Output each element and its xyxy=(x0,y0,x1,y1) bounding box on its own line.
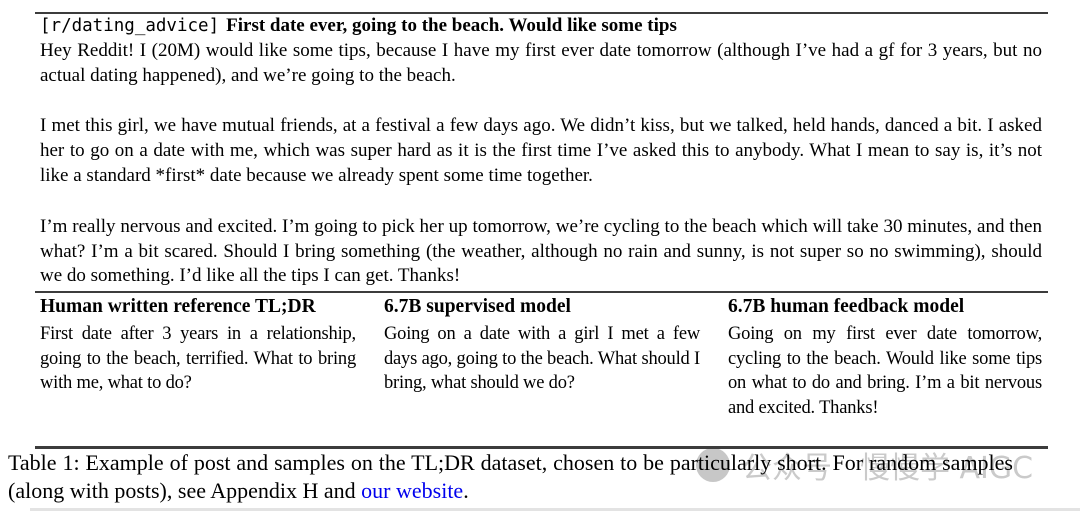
cutoff-content-strip xyxy=(30,508,1080,511)
caption-text-after: . xyxy=(463,478,469,503)
post-title: [r/dating_advice] First date ever, going … xyxy=(40,14,1042,39)
supervised-model-header: 6.7B supervised model xyxy=(384,296,571,317)
our-website-link[interactable]: our website xyxy=(361,478,464,503)
supervised-model-column: 6.7B supervised model Going on a date wi… xyxy=(384,294,700,396)
subreddit-tag: [r/dating_advice] xyxy=(40,16,220,36)
post-title-text: First date ever, going to the beach. Wou… xyxy=(226,15,677,36)
reference-tldr-column: Human written reference TL;DR First date… xyxy=(40,294,356,396)
reference-tldr-header: Human written reference TL;DR xyxy=(40,296,316,317)
feedback-model-column: 6.7B human feedback model Going on my fi… xyxy=(728,294,1042,420)
table-caption: Table 1: Example of post and samples on … xyxy=(8,449,1013,505)
watermark: 公众号 慢慢学 AIGC xyxy=(696,443,1033,487)
watermark-text-cjk: 公众号 xyxy=(742,451,832,486)
reddit-post: [r/dating_advice] First date ever, going … xyxy=(40,14,1042,289)
post-paragraph-3: I’m really nervous and excited. I’m goin… xyxy=(40,215,1042,287)
table-top-rule xyxy=(35,12,1048,15)
supervised-model-summary: Going on a date with a girl I met a few … xyxy=(384,324,700,394)
reference-tldr-summary: First date after 3 years in a relation­s… xyxy=(40,324,356,394)
feedback-model-summary: Going on my first ever date tomor­row, c… xyxy=(728,324,1042,418)
watermark-logo-icon xyxy=(696,448,730,482)
post-paragraph-1: Hey Reddit! I (20M) would like some tips… xyxy=(40,39,1042,86)
table-mid-rule xyxy=(35,291,1048,293)
post-paragraph-2: I met this girl, we have mutual friends,… xyxy=(40,115,1042,186)
watermark-text-brand: 慢慢学 AIGC xyxy=(860,451,1034,486)
table-bottom-rule xyxy=(35,446,1048,449)
caption-text-before: Table 1: Example of post and samples on … xyxy=(8,450,1013,503)
feedback-model-header: 6.7B human feedback model xyxy=(728,296,965,317)
